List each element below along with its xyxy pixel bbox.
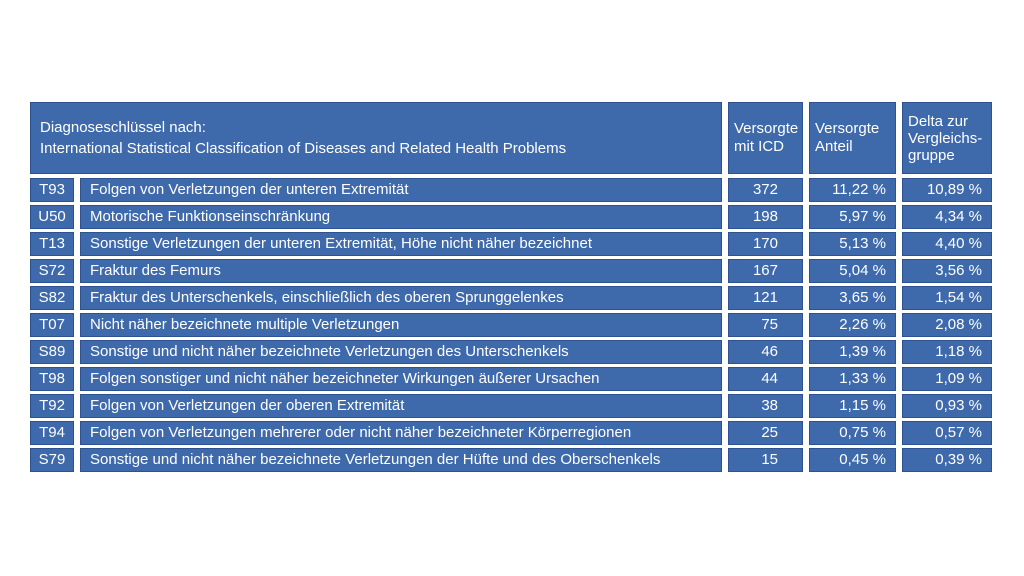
share-cell: 0,75 % <box>809 421 896 445</box>
diagnosis-table: Diagnoseschlüssel nach: International St… <box>30 102 992 472</box>
count-cell: 372 <box>728 178 803 202</box>
share-cell: 5,04 % <box>809 259 896 283</box>
delta-cell: 0,57 % <box>902 421 992 445</box>
header-delta-vergleichsgruppe: Delta zur Vergleichs- gruppe <box>902 102 992 174</box>
icd-code-cell: T94 <box>30 421 74 445</box>
table-row: T98 Folgen sonstiger und nicht näher bez… <box>30 367 992 391</box>
diagnosis-cell: Folgen von Verletzungen der oberen Extre… <box>80 394 722 418</box>
count-cell: 46 <box>728 340 803 364</box>
share-cell: 1,15 % <box>809 394 896 418</box>
count-cell: 15 <box>728 448 803 472</box>
icd-code-cell: T07 <box>30 313 74 337</box>
header-delta-line3: gruppe <box>908 146 955 164</box>
delta-cell: 10,89 % <box>902 178 992 202</box>
share-cell: 5,97 % <box>809 205 896 229</box>
share-cell: 1,33 % <box>809 367 896 391</box>
count-cell: 44 <box>728 367 803 391</box>
diagnosis-cell: Sonstige und nicht näher bezeichnete Ver… <box>80 448 722 472</box>
header-share-line1: Versorgte <box>815 120 880 137</box>
header-delta-line2: Vergleichs- <box>908 129 983 147</box>
table-row: S82 Fraktur des Unterschenkels, einschli… <box>30 286 992 310</box>
count-cell: 170 <box>728 232 803 256</box>
table-row: T13 Sonstige Verletzungen der unteren Ex… <box>30 232 992 256</box>
count-cell: 167 <box>728 259 803 283</box>
header-icd-line1: Versorgte <box>734 120 799 137</box>
header-versorgte-anteil: Versorgte Anteil <box>809 102 896 174</box>
icd-code-cell: U50 <box>30 205 74 229</box>
share-cell: 1,39 % <box>809 340 896 364</box>
count-cell: 198 <box>728 205 803 229</box>
table-row: S79 Sonstige und nicht näher bezeichnete… <box>30 448 992 472</box>
share-cell: 2,26 % <box>809 313 896 337</box>
table-row: T93 Folgen von Verletzungen der unteren … <box>30 178 992 202</box>
icd-code-cell: S89 <box>30 340 74 364</box>
delta-cell: 2,08 % <box>902 313 992 337</box>
count-cell: 25 <box>728 421 803 445</box>
header-diagnosis-line1: Diagnoseschlüssel nach: <box>40 119 206 136</box>
diagnosis-cell: Motorische Funktionseinschränkung <box>80 205 722 229</box>
diagnosis-cell: Nicht näher bezeichnete multiple Verletz… <box>80 313 722 337</box>
delta-cell: 4,34 % <box>902 205 992 229</box>
header-share-line2: Anteil <box>815 138 853 155</box>
delta-cell: 0,39 % <box>902 448 992 472</box>
header-icd-line2: mit ICD <box>734 138 784 155</box>
share-cell: 5,13 % <box>809 232 896 256</box>
diagnosis-cell: Folgen von Verletzungen der unteren Extr… <box>80 178 722 202</box>
header-diagnosis-column: Diagnoseschlüssel nach: International St… <box>30 102 722 174</box>
share-cell: 3,65 % <box>809 286 896 310</box>
delta-cell: 1,09 % <box>902 367 992 391</box>
table-row: T94 Folgen von Verletzungen mehrerer ode… <box>30 421 992 445</box>
diagnosis-cell: Folgen sonstiger und nicht näher bezeich… <box>80 367 722 391</box>
share-cell: 11,22 % <box>809 178 896 202</box>
diagnosis-cell: Folgen von Verletzungen mehrerer oder ni… <box>80 421 722 445</box>
table-row: S89 Sonstige und nicht näher bezeichnete… <box>30 340 992 364</box>
table-row: U50 Motorische Funktionseinschränkung 19… <box>30 205 992 229</box>
icd-code-cell: S79 <box>30 448 74 472</box>
table-row: T07 Nicht näher bezeichnete multiple Ver… <box>30 313 992 337</box>
header-diagnosis-line2: International Statistical Classification… <box>40 140 567 157</box>
diagnosis-cell: Sonstige Verletzungen der unteren Extrem… <box>80 232 722 256</box>
delta-cell: 0,93 % <box>902 394 992 418</box>
delta-cell: 1,54 % <box>902 286 992 310</box>
count-cell: 38 <box>728 394 803 418</box>
delta-cell: 3,56 % <box>902 259 992 283</box>
table-row: T92 Folgen von Verletzungen der oberen E… <box>30 394 992 418</box>
table-row: S72 Fraktur des Femurs 167 5,04 % 3,56 % <box>30 259 992 283</box>
header-delta-line1: Delta zur <box>908 112 969 130</box>
header-versorgte-mit-icd: Versorgte mit ICD <box>728 102 803 174</box>
icd-code-cell: T13 <box>30 232 74 256</box>
count-cell: 121 <box>728 286 803 310</box>
icd-code-cell: T98 <box>30 367 74 391</box>
icd-code-cell: T93 <box>30 178 74 202</box>
delta-cell: 4,40 % <box>902 232 992 256</box>
share-cell: 0,45 % <box>809 448 896 472</box>
diagnosis-cell: Fraktur des Unterschenkels, einschließli… <box>80 286 722 310</box>
icd-code-cell: S72 <box>30 259 74 283</box>
count-cell: 75 <box>728 313 803 337</box>
diagnosis-cell: Sonstige und nicht näher bezeichnete Ver… <box>80 340 722 364</box>
diagnosis-cell: Fraktur des Femurs <box>80 259 722 283</box>
table-body: T93 Folgen von Verletzungen der unteren … <box>30 178 992 472</box>
icd-code-cell: S82 <box>30 286 74 310</box>
table-header-row: Diagnoseschlüssel nach: International St… <box>30 102 992 174</box>
delta-cell: 1,18 % <box>902 340 992 364</box>
icd-code-cell: T92 <box>30 394 74 418</box>
